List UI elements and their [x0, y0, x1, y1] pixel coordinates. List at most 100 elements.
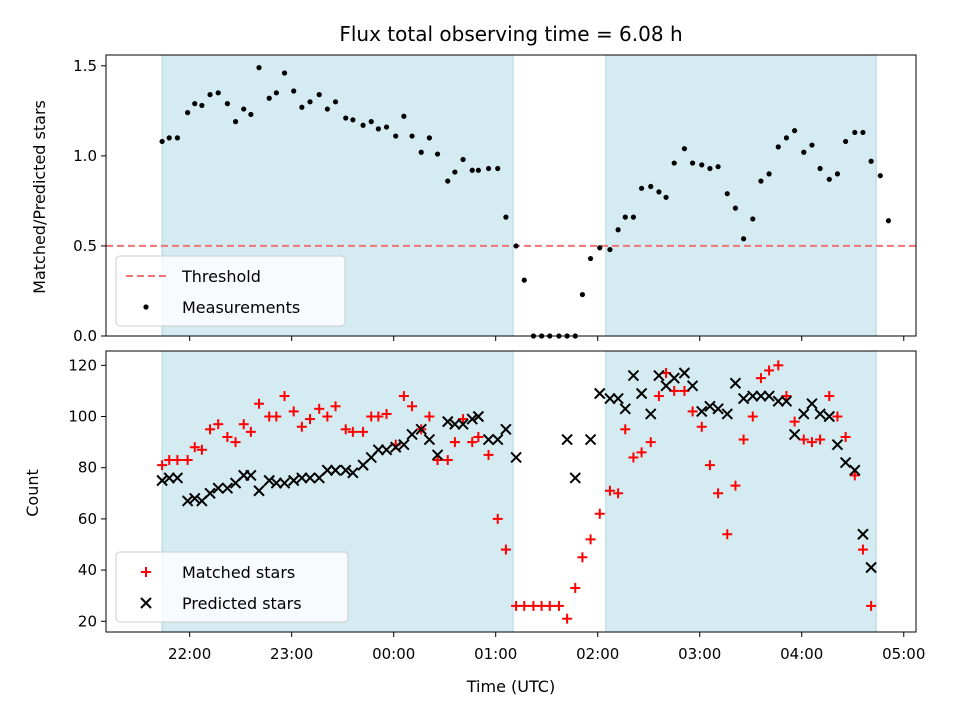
data-point [409, 133, 415, 139]
data-point [224, 101, 230, 107]
series-predicted-stars [156, 367, 877, 574]
data-point [806, 437, 817, 448]
data-point [360, 122, 366, 128]
data-point [645, 437, 656, 448]
data-point [406, 428, 418, 441]
data-point [763, 390, 775, 402]
data-point [166, 135, 172, 141]
data-point [472, 410, 485, 423]
data-point [270, 477, 283, 489]
data-point [729, 377, 742, 389]
data-point [635, 387, 648, 400]
data-point [849, 464, 861, 476]
data-point [553, 600, 564, 611]
legend-label: Measurements [182, 298, 300, 317]
data-point [839, 456, 852, 469]
data-point [316, 92, 322, 98]
data-point [291, 88, 297, 94]
data-point [613, 488, 624, 499]
data-point [636, 447, 647, 458]
y-tick-label: 80 [78, 459, 97, 477]
data-point [653, 391, 664, 402]
bottom-panel: 20 40 60 80 100 120 22:00 23:00 00:00 01:00 02:00 0… [68, 350, 925, 663]
data-point [204, 487, 216, 499]
data-point [495, 165, 501, 172]
data-point [492, 433, 504, 446]
data-point [358, 426, 369, 437]
data-point [607, 246, 613, 253]
data-point [857, 544, 868, 555]
data-point [806, 398, 818, 410]
data-point [824, 391, 835, 402]
data-point [843, 138, 849, 145]
data-point [809, 142, 815, 148]
data-point [668, 372, 680, 384]
data-point [196, 444, 207, 455]
data-point [730, 480, 741, 491]
data-point [663, 194, 669, 200]
data-point [343, 115, 349, 121]
data-point [544, 600, 555, 611]
data-point [645, 408, 657, 420]
y-tick-label: 20 [78, 612, 97, 630]
series-matched-stars [157, 360, 877, 624]
legend-label: Threshold [181, 267, 261, 286]
x-tick-label: 23:00 [270, 645, 313, 663]
legend-swatch [140, 597, 152, 609]
data-point [296, 421, 307, 432]
data-point [732, 205, 739, 211]
data-point [612, 392, 624, 405]
data-point [597, 245, 603, 251]
data-point [393, 133, 399, 139]
data-point [852, 129, 858, 136]
data-point [390, 441, 402, 453]
data-point [519, 600, 530, 611]
axes-frame [105, 350, 917, 633]
data-point [398, 438, 410, 451]
data-point [347, 426, 358, 437]
data-point [689, 160, 696, 166]
data-point [271, 411, 282, 422]
data-point [865, 561, 877, 574]
data-point [263, 474, 275, 487]
data-point [569, 472, 581, 484]
data-point [715, 164, 721, 170]
data-point [445, 178, 451, 184]
data-point [380, 444, 393, 456]
data-point [452, 169, 458, 175]
data-point [314, 403, 325, 414]
data-point [579, 291, 586, 298]
data-point [815, 434, 826, 445]
data-point [407, 401, 418, 412]
data-point [724, 191, 730, 197]
data-point [431, 449, 444, 461]
data-point [780, 395, 793, 407]
data-point [415, 423, 427, 436]
x-tick-label: 03:00 [678, 645, 721, 663]
data-point [877, 173, 883, 179]
data-point [189, 442, 200, 453]
data-point [510, 451, 522, 464]
data-point [332, 99, 339, 105]
data-point [159, 138, 165, 145]
data-point [174, 135, 181, 141]
data-point [653, 369, 665, 382]
data-point [789, 416, 800, 427]
data-point [324, 106, 330, 112]
shaded-window [605, 350, 877, 633]
data-point [737, 392, 750, 405]
chart-title: Flux total observing time = 6.08 h [339, 22, 682, 46]
legend-label: Predicted stars [182, 594, 302, 613]
data-point [296, 472, 308, 484]
data-point [213, 419, 224, 430]
data-point [764, 365, 775, 376]
y-tick-label: 0.0 [73, 327, 97, 345]
data-point [185, 110, 191, 116]
data-point [712, 403, 724, 415]
data-point [475, 167, 481, 173]
data-point [232, 119, 239, 125]
data-point [424, 411, 435, 422]
data-point [620, 424, 631, 435]
data-point [279, 391, 290, 402]
data-point [638, 185, 645, 191]
